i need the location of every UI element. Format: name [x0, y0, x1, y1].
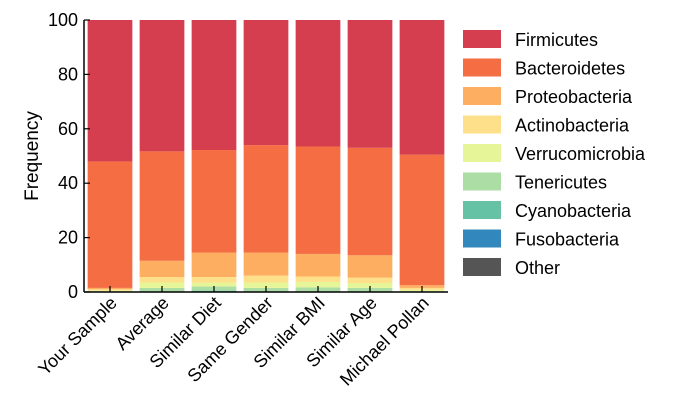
bar-segment-bacteroidetes-0	[87, 161, 133, 288]
bar-segment-verrucomicrobia-5	[347, 283, 393, 288]
legend-swatch-actinobacteria	[463, 115, 501, 134]
y-axis-label: Frequency	[22, 111, 43, 201]
bar-segment-proteobacteria-5	[347, 255, 393, 278]
bar-segment-verrucomicrobia-3	[243, 282, 289, 288]
legend-label-verrucomicrobia: Verrucomicrobia	[515, 144, 646, 164]
bar-segment-firmicutes-5	[347, 20, 393, 148]
bar-segment-bacteroidetes-4	[295, 146, 341, 254]
legend-label-cyanobacteria: Cyanobacteria	[515, 201, 632, 221]
x-tick-label-6: Michael Pollan	[336, 293, 433, 390]
bar-segment-proteobacteria-3	[243, 252, 289, 276]
legend-swatch-bacteroidetes	[463, 58, 501, 77]
bar-segment-actinobacteria-2	[191, 277, 237, 283]
bar-segment-verrucomicrobia-2	[191, 282, 237, 287]
bar-segment-bacteroidetes-3	[243, 145, 289, 253]
y-tick-label-20: 20	[58, 228, 78, 248]
bar-segment-firmicutes-3	[243, 20, 289, 146]
bar-segment-proteobacteria-1	[139, 260, 185, 278]
y-tick-label-100: 100	[48, 10, 78, 30]
legend-swatch-fusobacteria	[463, 229, 501, 248]
y-tick-label-80: 80	[58, 64, 78, 84]
bar-segment-verrucomicrobia-1	[139, 282, 185, 288]
bar-segment-bacteroidetes-5	[347, 147, 393, 256]
legend-swatch-proteobacteria	[463, 87, 501, 105]
bar-segment-firmicutes-6	[399, 20, 445, 155]
legend-swatch-tenericutes	[463, 172, 501, 191]
legend-label-fusobacteria: Fusobacteria	[515, 230, 620, 250]
bar-segment-actinobacteria-3	[243, 275, 289, 283]
bar-segment-bacteroidetes-1	[139, 151, 185, 261]
legend-label-tenericutes: Tenericutes	[515, 173, 607, 193]
bar-segment-actinobacteria-4	[295, 276, 341, 282]
bar-segment-bacteroidetes-6	[399, 154, 445, 286]
bar-segment-proteobacteria-4	[295, 253, 341, 277]
bar-segment-firmicutes-2	[191, 20, 237, 151]
bar-segment-firmicutes-1	[139, 20, 185, 152]
legend-label-actinobacteria: Actinobacteria	[515, 116, 630, 136]
y-tick-label-60: 60	[58, 119, 78, 139]
bar-segment-actinobacteria-1	[139, 277, 185, 283]
legend-label-proteobacteria: Proteobacteria	[515, 87, 633, 107]
bar-segment-bacteroidetes-2	[191, 150, 237, 253]
y-tick-label-40: 40	[58, 173, 78, 193]
bars-group	[87, 20, 445, 292]
bar-segment-actinobacteria-5	[347, 277, 393, 284]
y-tick-label-0: 0	[68, 282, 78, 302]
legend-swatch-verrucomicrobia	[463, 144, 501, 162]
bar-segment-firmicutes-4	[295, 20, 341, 147]
bar-segment-verrucomicrobia-4	[295, 281, 341, 288]
legend-label-other: Other	[515, 258, 560, 278]
bar-segment-proteobacteria-2	[191, 252, 237, 278]
legend-label-firmicutes: Firmicutes	[515, 30, 598, 50]
legend-swatch-cyanobacteria	[463, 201, 501, 219]
legend-label-bacteroidetes: Bacteroidetes	[515, 59, 625, 79]
legend-swatch-other	[463, 258, 501, 276]
x-tick-label-0: Your Sample	[34, 293, 121, 380]
legend-swatch-firmicutes	[463, 30, 501, 48]
bar-segment-firmicutes-0	[87, 20, 133, 162]
legend: Firmicutes Bacteroidetes Proteobacteria Act…	[463, 30, 646, 278]
